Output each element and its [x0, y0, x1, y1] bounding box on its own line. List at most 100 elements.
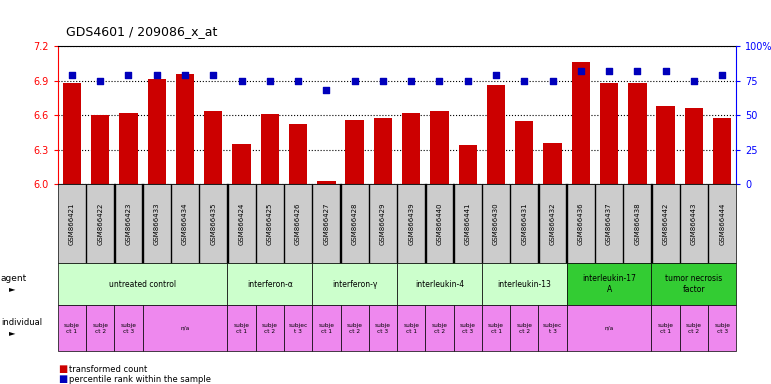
Bar — [147, 79, 166, 184]
Text: n/a: n/a — [604, 326, 614, 331]
Text: interleukin-4: interleukin-4 — [415, 280, 464, 289]
Text: GSM866426: GSM866426 — [295, 202, 301, 245]
Bar — [713, 118, 732, 184]
Text: ►: ► — [9, 284, 15, 293]
Point — [320, 87, 332, 93]
Bar — [345, 120, 364, 184]
Text: GSM866423: GSM866423 — [126, 202, 132, 245]
Bar — [656, 106, 675, 184]
Text: subje
ct 1: subje ct 1 — [318, 323, 335, 334]
Bar — [685, 108, 703, 184]
Text: individual: individual — [1, 318, 42, 327]
Bar — [204, 111, 223, 184]
Text: subjec
t 3: subjec t 3 — [543, 323, 562, 334]
Point — [716, 72, 729, 78]
Point — [377, 78, 389, 84]
Text: GSM866436: GSM866436 — [577, 202, 584, 245]
Point — [235, 78, 247, 84]
Point — [631, 68, 644, 74]
Text: subje
ct 3: subje ct 3 — [375, 323, 391, 334]
Point — [94, 78, 106, 84]
Point — [462, 78, 474, 84]
Bar — [317, 181, 335, 184]
Text: ►: ► — [9, 328, 15, 338]
Bar — [430, 111, 449, 184]
Bar — [261, 114, 279, 184]
Text: GSM866422: GSM866422 — [97, 202, 103, 245]
Point — [574, 68, 587, 74]
Bar — [62, 83, 81, 184]
Text: GSM866434: GSM866434 — [182, 202, 188, 245]
Text: GSM866421: GSM866421 — [69, 202, 75, 245]
Text: percentile rank within the sample: percentile rank within the sample — [69, 375, 211, 384]
Text: GSM866424: GSM866424 — [238, 202, 244, 245]
Text: GSM866435: GSM866435 — [210, 202, 217, 245]
Text: subje
ct 2: subje ct 2 — [517, 323, 532, 334]
Point — [292, 78, 305, 84]
Point — [348, 78, 361, 84]
Bar — [120, 113, 138, 184]
Text: subje
ct 1: subje ct 1 — [658, 323, 674, 334]
Bar — [374, 118, 392, 184]
Point — [547, 78, 559, 84]
Bar — [600, 83, 618, 184]
Text: tumor necrosis
factor: tumor necrosis factor — [665, 275, 722, 294]
Text: GSM866427: GSM866427 — [323, 202, 329, 245]
Point — [123, 72, 135, 78]
Point — [207, 72, 220, 78]
Text: subje
ct 2: subje ct 2 — [432, 323, 447, 334]
Text: GSM866439: GSM866439 — [408, 202, 414, 245]
Text: n/a: n/a — [180, 326, 190, 331]
Point — [179, 72, 191, 78]
Text: subje
ct 2: subje ct 2 — [347, 323, 362, 334]
Text: interferon-γ: interferon-γ — [332, 280, 377, 289]
Text: GSM866429: GSM866429 — [380, 202, 386, 245]
Bar — [176, 74, 194, 184]
Text: subje
ct 3: subje ct 3 — [460, 323, 476, 334]
Text: GSM866442: GSM866442 — [662, 202, 668, 245]
Bar — [289, 124, 308, 184]
Text: GSM866438: GSM866438 — [635, 202, 641, 245]
Text: transformed count: transformed count — [69, 365, 147, 374]
Text: subje
ct 1: subje ct 1 — [64, 323, 80, 334]
Text: subje
ct 2: subje ct 2 — [93, 323, 108, 334]
Text: ■: ■ — [58, 374, 67, 384]
Text: subje
ct 2: subje ct 2 — [262, 323, 278, 334]
Text: GSM866425: GSM866425 — [267, 202, 273, 245]
Text: GSM866428: GSM866428 — [352, 202, 358, 245]
Text: subje
ct 1: subje ct 1 — [234, 323, 250, 334]
Point — [433, 78, 446, 84]
Text: GSM866437: GSM866437 — [606, 202, 612, 245]
Point — [150, 72, 163, 78]
Bar — [402, 113, 420, 184]
Point — [490, 72, 502, 78]
Text: GSM866443: GSM866443 — [691, 202, 697, 245]
Bar — [515, 121, 534, 184]
Point — [405, 78, 417, 84]
Text: GDS4601 / 209086_x_at: GDS4601 / 209086_x_at — [66, 25, 217, 38]
Text: subje
ct 2: subje ct 2 — [686, 323, 702, 334]
Text: subje
ct 1: subje ct 1 — [403, 323, 419, 334]
Bar — [487, 85, 505, 184]
Bar — [232, 144, 251, 184]
Text: subje
ct 3: subje ct 3 — [120, 323, 136, 334]
Text: GSM866430: GSM866430 — [493, 202, 499, 245]
Text: interleukin-13: interleukin-13 — [497, 280, 551, 289]
Text: interferon-α: interferon-α — [247, 280, 293, 289]
Text: agent: agent — [1, 273, 27, 283]
Text: GSM866433: GSM866433 — [153, 202, 160, 245]
Text: untreated control: untreated control — [109, 280, 177, 289]
Bar — [628, 83, 647, 184]
Text: GSM866440: GSM866440 — [436, 202, 443, 245]
Bar — [571, 62, 590, 184]
Bar — [91, 115, 109, 184]
Point — [659, 68, 672, 74]
Point — [603, 68, 615, 74]
Text: subjec
t 3: subjec t 3 — [288, 323, 308, 334]
Point — [688, 78, 700, 84]
Text: subje
ct 3: subje ct 3 — [714, 323, 730, 334]
Text: GSM866444: GSM866444 — [719, 202, 726, 245]
Point — [264, 78, 276, 84]
Text: subje
ct 1: subje ct 1 — [488, 323, 504, 334]
Bar — [459, 145, 477, 184]
